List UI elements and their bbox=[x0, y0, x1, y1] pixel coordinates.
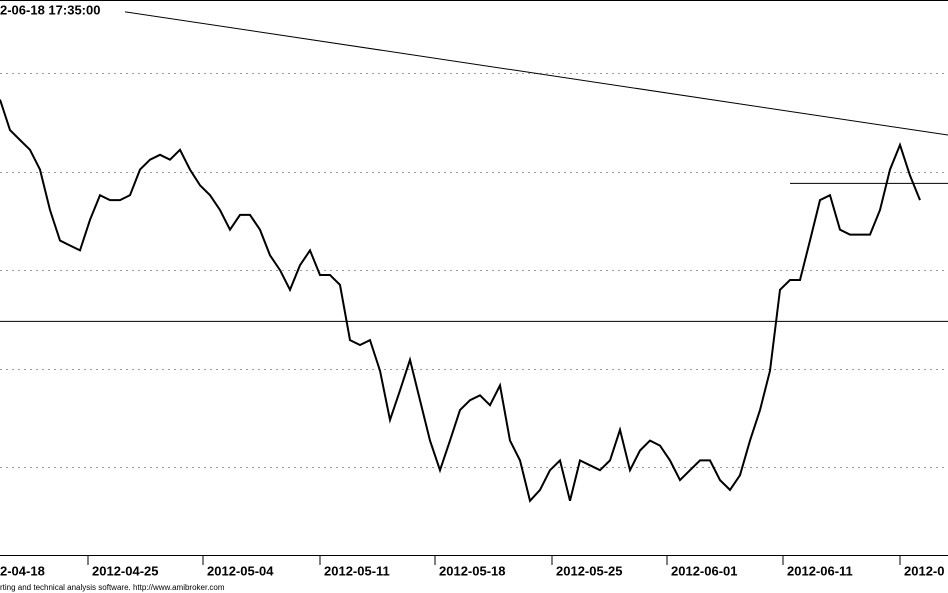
x-tick-label: 2012-06-11 bbox=[787, 563, 853, 578]
x-tick-label: 2012-05-04 bbox=[207, 563, 274, 578]
x-tick-label: 2012-0 bbox=[904, 563, 944, 578]
x-tick-label: 2012-05-11 bbox=[324, 563, 390, 578]
chart-title: 2-06-18 17:35:00 bbox=[0, 2, 100, 17]
x-tick-label: 2012-05-25 bbox=[556, 563, 623, 578]
x-tick-label: 2012-04-25 bbox=[92, 563, 159, 578]
x-tick-label: 2012-06-01 bbox=[671, 563, 738, 578]
price-line bbox=[0, 99, 921, 503]
x-tick-label: 2-04-18 bbox=[0, 563, 45, 578]
footer: rting and technical analysis software. h… bbox=[0, 583, 225, 592]
trend-line bbox=[124, 11, 948, 136]
x-tick-label: 2012-05-18 bbox=[439, 563, 506, 578]
